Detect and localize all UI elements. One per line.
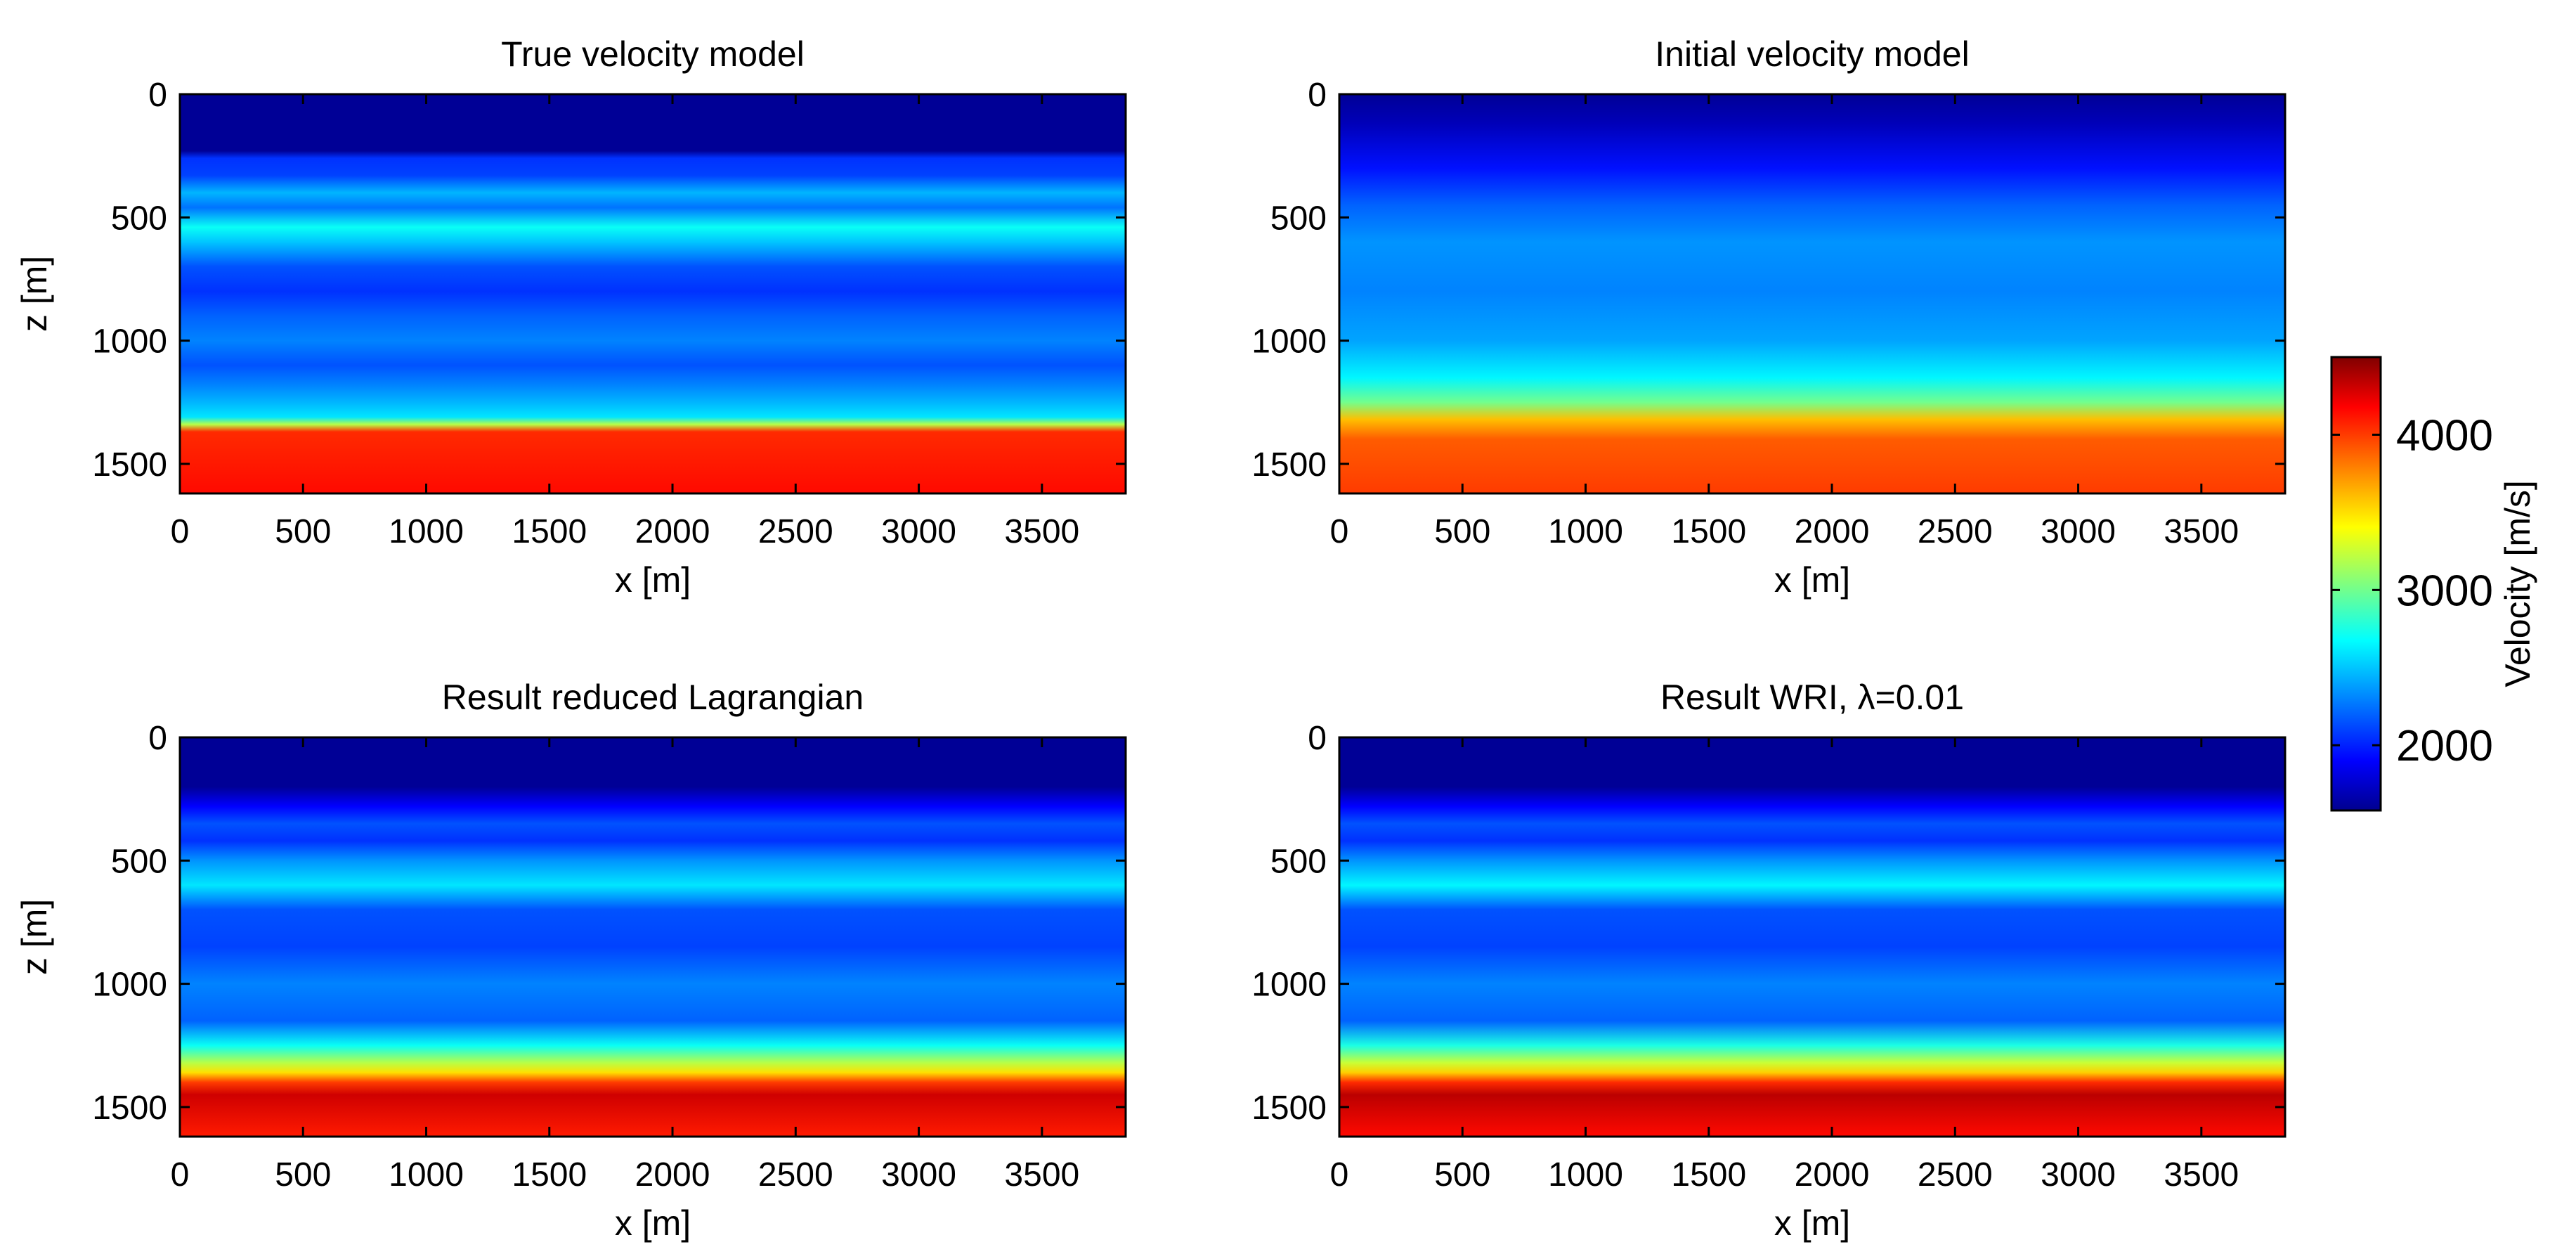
velocity-field (1339, 94, 2285, 493)
x-tick-label: 1500 (512, 1156, 587, 1194)
y-tick-label: 0 (148, 77, 167, 114)
y-tick-label: 1000 (1251, 323, 1327, 361)
x-tick-label: 2500 (758, 513, 833, 550)
x-tick-label: 0 (1330, 513, 1349, 550)
y-tick-label: 0 (1308, 77, 1327, 114)
panel-title: Result WRI, λ=0.01 (1660, 678, 1964, 717)
y-tick-label: 1500 (92, 446, 167, 484)
x-tick-label: 500 (275, 1156, 331, 1194)
x-tick-label: 2500 (1918, 513, 1993, 550)
x-tick-label: 3000 (2041, 513, 2116, 550)
x-tick-label: 2000 (1795, 1156, 1870, 1194)
x-axis-label: x [m] (615, 560, 691, 600)
x-axis-label: x [m] (615, 1203, 691, 1243)
panel-title: Result reduced Lagrangian (442, 678, 864, 717)
y-tick-label: 1000 (92, 323, 167, 361)
panel-3: Result reduced Lagrangian 0 500 1000 1500 200… (15, 678, 1127, 1243)
x-axis-label: x [m] (1774, 1203, 1850, 1243)
x-tick-label: 3500 (2164, 1156, 2239, 1194)
x-tick-label: 0 (171, 1156, 190, 1194)
y-tick-label: 500 (1270, 200, 1327, 237)
x-tick-label: 2500 (1918, 1156, 1993, 1194)
panel-title: Initial velocity model (1655, 34, 1969, 74)
x-tick-label: 1000 (1548, 513, 1623, 550)
velocity-field (180, 737, 1126, 1137)
y-tick-label: 0 (1308, 720, 1327, 757)
x-tick-label: 1000 (389, 1156, 464, 1194)
x-tick-label: 2000 (1795, 513, 1870, 550)
x-tick-label: 500 (275, 513, 331, 550)
x-tick-label: 2000 (635, 1156, 710, 1194)
x-tick-label: 1500 (512, 513, 587, 550)
colorbar-tick-label: 2000 (2396, 722, 2493, 770)
x-tick-label: 1000 (389, 513, 464, 550)
velocity-field (180, 94, 1126, 493)
panel-2: Initial velocity model 0 500 1000 1500 2000 25… (1251, 34, 2286, 600)
panels: True velocity model 0 500 1000 1500 2000 2500 3… (15, 34, 2286, 1243)
x-tick-label: 500 (1434, 513, 1490, 550)
axes-frame (178, 736, 1127, 1138)
x-tick-label: 2500 (758, 1156, 833, 1194)
y-tick-label: 1000 (92, 967, 167, 1004)
x-tick-label: 2000 (635, 513, 710, 550)
axes-frame (178, 93, 1127, 495)
x-tick-label: 1000 (1548, 1156, 1623, 1194)
x-tick-label: 3500 (1004, 513, 1079, 550)
x-tick-label: 1500 (1671, 1156, 1746, 1194)
x-tick-label: 3500 (1004, 1156, 1079, 1194)
panel-1: True velocity model 0 500 1000 1500 2000 2500 3… (15, 34, 1127, 600)
x-axis-label: x [m] (1774, 560, 1850, 600)
y-tick-label: 0 (148, 720, 167, 757)
colorbar-tick-label: 3000 (2396, 567, 2493, 615)
colorbar-tick-label: 4000 (2396, 411, 2493, 460)
x-tick-label: 3000 (2041, 1156, 2116, 1194)
x-tick-label: 1500 (1671, 513, 1746, 550)
velocity-field (1339, 737, 2285, 1137)
panel-4: Result WRI, λ=0.01 0 500 1000 1500 2000 2500 30… (1251, 678, 2286, 1243)
y-tick-label: 1500 (92, 1090, 167, 1127)
x-tick-label: 0 (171, 513, 190, 550)
x-tick-label: 3500 (2164, 513, 2239, 550)
y-tick-label: 1500 (1251, 446, 1327, 484)
y-tick-label: 500 (111, 200, 167, 237)
axes-frame (1338, 93, 2286, 495)
y-axis-label: z [m] (15, 256, 54, 332)
x-tick-label: 3000 (881, 1156, 956, 1194)
colorbar-frame (2330, 356, 2382, 812)
x-tick-label: 500 (1434, 1156, 1490, 1194)
y-tick-label: 500 (1270, 843, 1327, 880)
x-tick-label: 0 (1330, 1156, 1349, 1194)
axes-frame (1338, 736, 2286, 1138)
x-tick-label: 3000 (881, 513, 956, 550)
y-axis-label: z [m] (15, 899, 54, 975)
colorbar-gradient (2331, 357, 2381, 810)
y-tick-label: 1000 (1251, 967, 1327, 1004)
panel-title: True velocity model (501, 34, 805, 74)
colorbar-label: Velocity [m/s] (2498, 480, 2537, 687)
y-tick-label: 500 (111, 843, 167, 880)
y-tick-label: 1500 (1251, 1090, 1327, 1127)
